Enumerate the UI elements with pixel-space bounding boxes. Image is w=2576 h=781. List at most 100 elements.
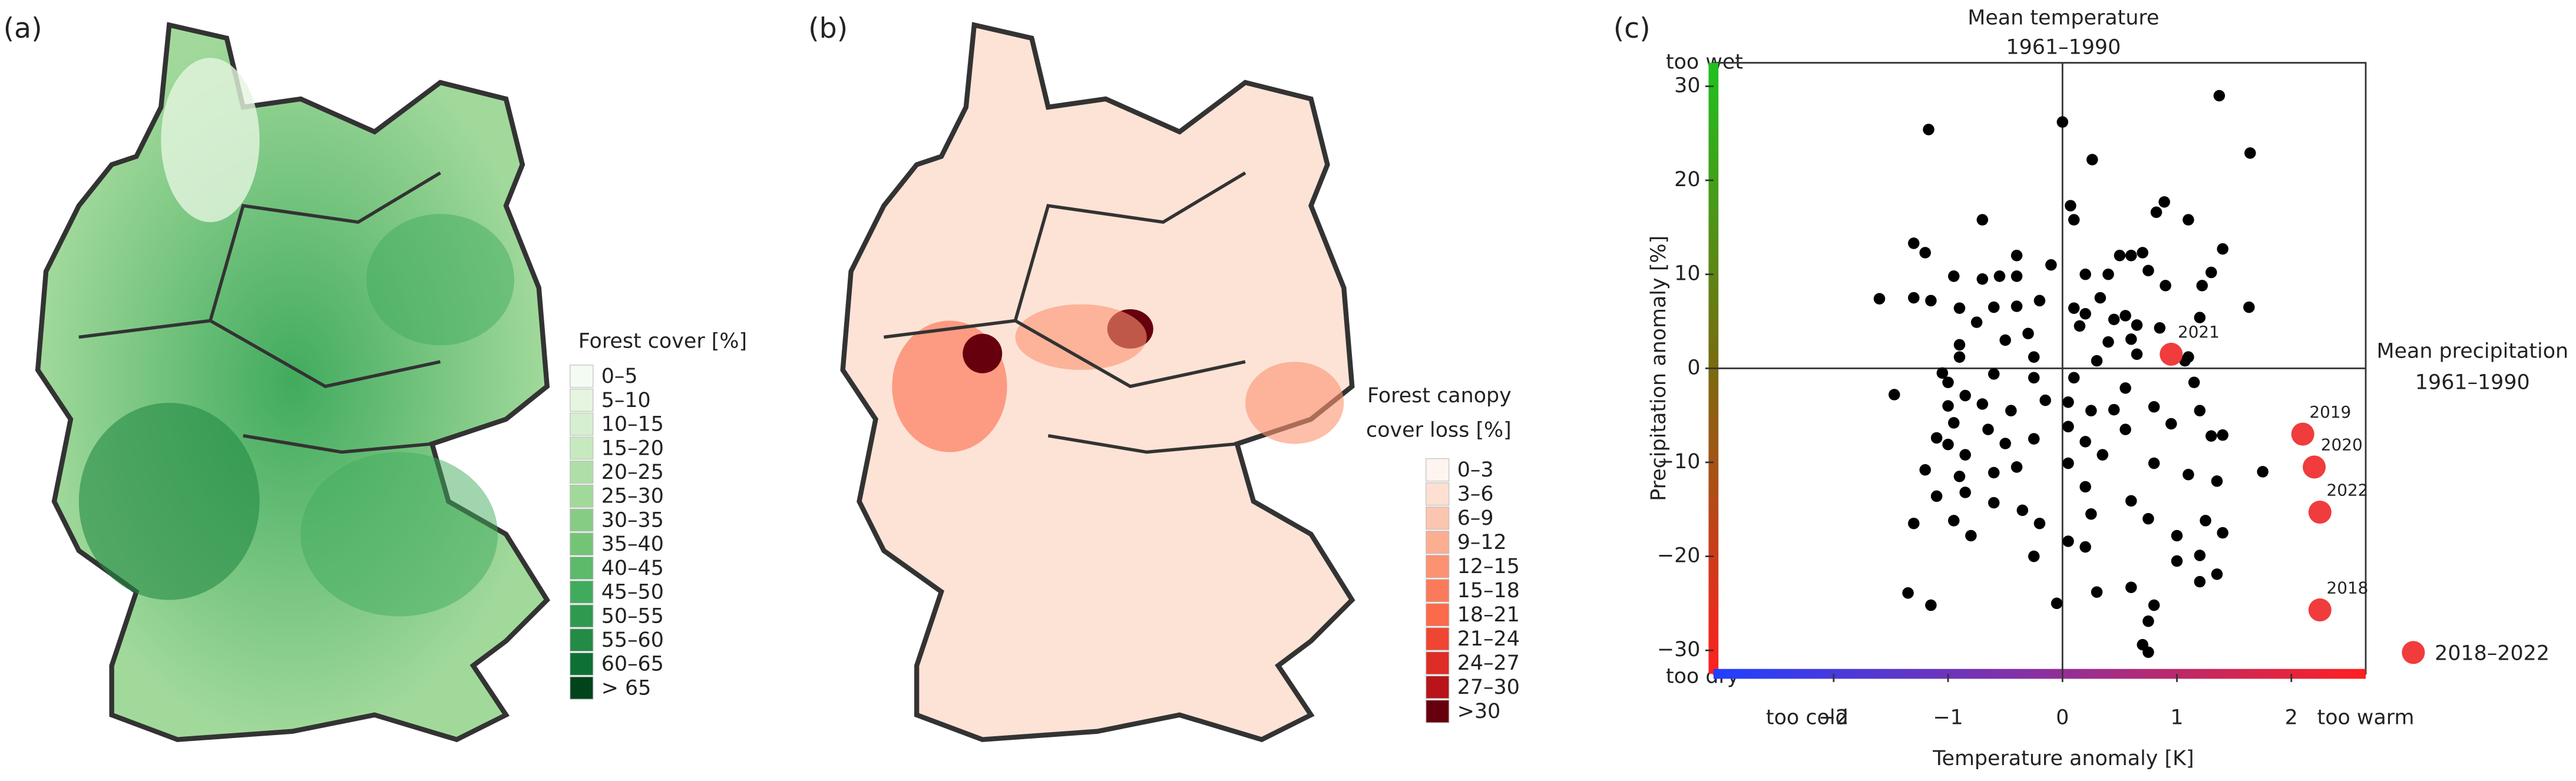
- y-tick-label: 30: [1674, 74, 1700, 98]
- legend-label: 60–65: [601, 653, 664, 676]
- legend-swatch: [1426, 603, 1450, 627]
- point-label: 2020: [2321, 435, 2363, 455]
- data-point: [2005, 405, 2017, 416]
- x-tick-label: −1: [1933, 706, 1963, 729]
- legend-label: 25–30: [601, 485, 664, 508]
- data-point: [2148, 457, 2160, 469]
- data-point: [2217, 527, 2228, 539]
- data-point: [2062, 535, 2074, 547]
- data-point: [1988, 497, 2000, 509]
- data-point: [2068, 372, 2080, 384]
- data-point: [2183, 214, 2194, 226]
- data-point: [1970, 316, 1983, 328]
- data-point: [2085, 508, 2097, 520]
- data-point: [1993, 270, 2006, 282]
- data-point: [2194, 575, 2206, 588]
- data-point: [1925, 599, 1937, 611]
- legend-swatch: [1426, 676, 1450, 699]
- data-point: [1953, 339, 1966, 351]
- data-point: [2062, 457, 2074, 469]
- legend-label: 35–40: [601, 532, 664, 556]
- data-point: [2142, 512, 2154, 525]
- legend-swatch: [570, 412, 594, 436]
- data-point: [1999, 334, 2011, 346]
- data-point: [2079, 541, 2091, 553]
- data-point: [2056, 116, 2069, 128]
- data-point: [2102, 268, 2114, 280]
- legend-title: cover loss [%]: [1366, 418, 1512, 442]
- legend-label: 15–20: [601, 436, 664, 460]
- legend-label: 9–12: [1457, 531, 1507, 554]
- annotation: 1961–1990: [2006, 36, 2121, 59]
- data-point: [1999, 438, 2011, 449]
- data-point: [1965, 530, 1977, 542]
- legend-swatch: [570, 461, 594, 484]
- data-point: [2119, 382, 2131, 394]
- legend-swatch: [570, 628, 594, 652]
- data-point: [2211, 475, 2223, 487]
- legend-swatch: [1426, 482, 1450, 506]
- data-point: [2114, 250, 2126, 262]
- legend-title: Forest canopy: [1367, 384, 1512, 408]
- y-tick-label: −10: [1657, 450, 1701, 474]
- data-point: [2028, 433, 2040, 445]
- annotation: too warm: [2317, 706, 2415, 729]
- legend-label: 18–21: [1457, 603, 1520, 627]
- data-point: [2148, 599, 2160, 611]
- data-point: [1959, 389, 1971, 402]
- legend-swatch: [1426, 458, 1450, 482]
- data-point: [2022, 327, 2034, 340]
- data-point: [2068, 214, 2080, 226]
- legend-swatch: [570, 556, 594, 580]
- data-point: [2010, 300, 2023, 312]
- data-point: [2068, 302, 2080, 314]
- legend-label: 6–9: [1457, 507, 1494, 530]
- data-point: [1936, 367, 1949, 379]
- data-point: [1988, 301, 2000, 313]
- point-label: 2022: [2326, 480, 2368, 499]
- data-point: [2217, 243, 2228, 255]
- panel-label: (c): [1613, 12, 1651, 45]
- data-point: [1919, 247, 1931, 259]
- legend-swatch: [570, 580, 594, 604]
- legend-label: 10–15: [601, 413, 664, 436]
- legend-label: 15–18: [1457, 579, 1520, 603]
- legend-label: 12–15: [1457, 555, 1520, 578]
- x-tick-label: −2: [1818, 706, 1848, 729]
- y-tick-label: 20: [1674, 168, 1700, 191]
- data-point: [2085, 405, 2097, 416]
- data-point: [2171, 555, 2183, 567]
- data-point: [2154, 322, 2166, 334]
- data-point: [1925, 294, 1937, 307]
- data-point: [2194, 550, 2206, 561]
- data-point: [1902, 587, 1914, 599]
- data-point: [2196, 280, 2208, 292]
- data-point: [2308, 501, 2332, 524]
- legend-label: 24–27: [1457, 651, 1520, 675]
- legend-swatch: [1426, 531, 1450, 554]
- point-label: 2021: [2178, 322, 2220, 342]
- data-point: [2200, 515, 2211, 527]
- x-tick-label: 2: [2285, 706, 2298, 729]
- legend-label: 3–6: [1457, 482, 1494, 506]
- legend-marker: [2402, 641, 2425, 664]
- annotation: Mean temperature: [1967, 6, 2159, 29]
- legend-swatch: [1426, 651, 1450, 675]
- x-axis-label: Temperature anomaly [K]: [1932, 747, 2194, 770]
- data-point: [2028, 351, 2040, 363]
- x-tick-label: 1: [2170, 706, 2183, 729]
- legend-label: 2018–2022: [2435, 642, 2549, 666]
- data-point: [1930, 432, 1943, 444]
- legend-swatch: [570, 484, 594, 508]
- legend-label: 0–5: [601, 365, 638, 388]
- panel-label: (a): [4, 12, 42, 45]
- data-point: [2142, 264, 2154, 277]
- legend-label: 30–35: [601, 508, 664, 532]
- data-point: [1988, 368, 2000, 380]
- data-point: [2188, 376, 2200, 389]
- data-point: [2045, 259, 2057, 271]
- legend-swatch: [570, 652, 594, 676]
- data-point: [2074, 320, 2086, 332]
- data-point: [2244, 147, 2256, 159]
